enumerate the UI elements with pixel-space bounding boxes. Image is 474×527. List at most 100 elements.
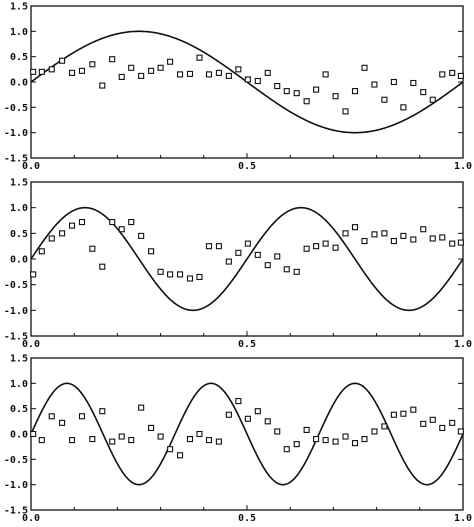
- data-point: [109, 56, 116, 63]
- y-tick-label: -1.0: [4, 306, 28, 317]
- sine-curve: [30, 206, 464, 312]
- data-point: [390, 237, 397, 245]
- data-point: [244, 76, 251, 83]
- y-tick-label: 0.0: [10, 430, 28, 441]
- data-point: [78, 67, 86, 74]
- y-tick-label: 1.5: [10, 354, 28, 365]
- data-point: [410, 236, 417, 243]
- data-point: [78, 413, 86, 420]
- y-tick-label: -1.5: [4, 506, 28, 517]
- data-point: [439, 424, 446, 431]
- y-tick-label: -0.5: [4, 455, 28, 466]
- y-tick-label: -1.5: [4, 154, 28, 165]
- data-point: [400, 232, 407, 239]
- data-point: [400, 104, 407, 111]
- data-point: [148, 67, 155, 74]
- data-point: [225, 411, 232, 418]
- x-tick-label: 1.0: [454, 161, 472, 172]
- data-point: [429, 96, 436, 103]
- chart-panel-2: 1.51.00.50.0-0.5-1.0-1.50.0 0.5 1.0: [4, 178, 472, 351]
- data-point: [313, 86, 320, 93]
- y-tick-label: -0.5: [4, 103, 28, 114]
- data-point: [322, 71, 329, 78]
- data-point: [381, 423, 388, 430]
- y-tick-label: 1.0: [10, 27, 28, 38]
- x-tick-label: 0.0: [22, 513, 40, 524]
- data-point: [361, 237, 368, 245]
- sine-curve: [30, 382, 464, 486]
- data-point: [235, 66, 242, 73]
- data-point: [30, 68, 37, 75]
- data-point: [371, 428, 378, 435]
- data-point: [89, 245, 96, 252]
- data-point: [176, 271, 184, 278]
- data-point: [186, 70, 194, 77]
- data-point: [59, 230, 66, 237]
- y-tick-label: -1.0: [4, 480, 28, 491]
- data-point: [48, 413, 55, 420]
- y-tick-label: 0.0: [10, 78, 28, 89]
- data-point: [186, 275, 194, 282]
- y-tick-label: -0.5: [4, 280, 28, 291]
- data-point: [118, 433, 125, 440]
- data-point: [303, 98, 310, 105]
- data-point: [457, 239, 464, 246]
- data-point: [400, 410, 407, 417]
- data-point: [449, 240, 456, 247]
- data-point: [274, 428, 281, 435]
- data-point: [235, 249, 242, 256]
- data-point: [303, 426, 310, 434]
- data-point: [332, 93, 339, 100]
- y-tick-label: -1.5: [4, 332, 28, 343]
- data-point: [313, 243, 320, 250]
- data-point: [235, 398, 242, 405]
- data-point: [429, 235, 436, 242]
- y-tick-label: 1.0: [10, 379, 28, 390]
- data-point: [361, 436, 368, 443]
- data-point: [420, 420, 427, 427]
- data-point: [410, 406, 417, 413]
- y-tick-label: 1.0: [10, 203, 28, 214]
- data-point: [342, 230, 349, 237]
- data-point: [449, 69, 456, 76]
- data-point: [205, 71, 213, 78]
- data-point: [293, 441, 300, 448]
- data-point: [89, 436, 96, 443]
- data-point: [381, 230, 388, 237]
- data-point: [420, 89, 427, 96]
- data-point: [89, 61, 96, 68]
- data-point: [215, 69, 222, 76]
- y-tick-label: 0.5: [10, 229, 28, 240]
- data-point: [351, 224, 359, 231]
- data-point: [244, 415, 251, 422]
- data-point: [157, 433, 164, 440]
- data-point: [138, 232, 145, 239]
- data-point: [342, 433, 349, 440]
- data-point: [157, 268, 164, 275]
- data-point: [196, 54, 203, 61]
- x-tick-label: 0.0: [22, 339, 40, 350]
- data-point: [68, 222, 76, 229]
- data-point: [351, 88, 359, 95]
- data-point: [215, 243, 222, 250]
- data-point: [381, 96, 388, 103]
- data-point: [293, 90, 300, 97]
- data-point: [30, 271, 37, 278]
- data-point: [264, 262, 271, 269]
- data-point: [342, 108, 349, 115]
- data-point: [410, 79, 417, 87]
- x-tick-label: 0.0: [22, 161, 40, 172]
- data-point: [254, 77, 261, 85]
- y-tick-label: 0.5: [10, 404, 28, 415]
- chart-panel-3: 1.51.00.50.0-0.5-1.0-1.50.0 0.5 1.0: [4, 354, 472, 525]
- data-point: [264, 418, 271, 425]
- data-point: [293, 268, 300, 275]
- data-point: [167, 446, 174, 453]
- data-point: [128, 64, 135, 71]
- data-point: [109, 438, 116, 445]
- data-point: [457, 428, 464, 435]
- data-point: [68, 437, 76, 444]
- data-point: [128, 218, 135, 226]
- data-point: [99, 263, 106, 270]
- data-point: [59, 57, 66, 64]
